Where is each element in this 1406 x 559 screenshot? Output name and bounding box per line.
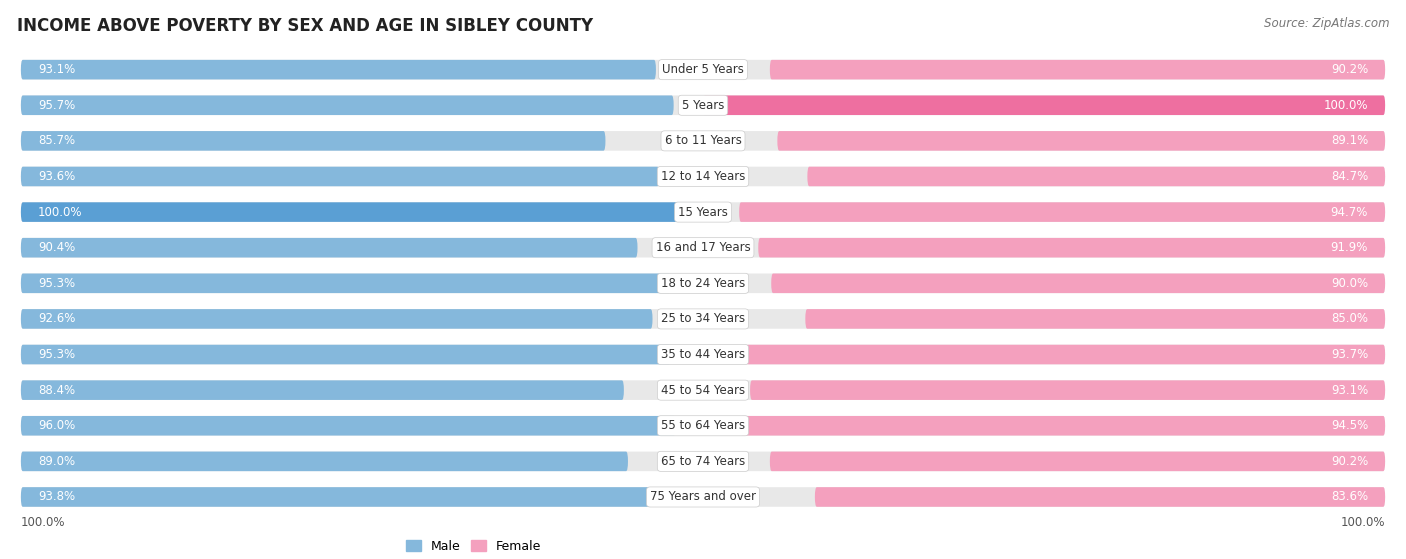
FancyBboxPatch shape — [806, 309, 1385, 329]
Text: 90.2%: 90.2% — [1331, 455, 1368, 468]
FancyBboxPatch shape — [21, 202, 703, 222]
Text: 35 to 44 Years: 35 to 44 Years — [661, 348, 745, 361]
FancyBboxPatch shape — [21, 309, 652, 329]
FancyBboxPatch shape — [21, 96, 673, 115]
Text: 95.3%: 95.3% — [38, 277, 75, 290]
FancyBboxPatch shape — [21, 167, 1385, 186]
Text: 88.4%: 88.4% — [38, 383, 75, 397]
Text: 89.1%: 89.1% — [1331, 134, 1368, 148]
FancyBboxPatch shape — [21, 202, 1385, 222]
FancyBboxPatch shape — [740, 202, 1385, 222]
FancyBboxPatch shape — [21, 131, 606, 151]
Text: 90.4%: 90.4% — [38, 241, 75, 254]
Text: Source: ZipAtlas.com: Source: ZipAtlas.com — [1264, 17, 1389, 30]
Text: 85.0%: 85.0% — [1331, 312, 1368, 325]
FancyBboxPatch shape — [21, 452, 1385, 471]
FancyBboxPatch shape — [772, 273, 1385, 293]
Text: 92.6%: 92.6% — [38, 312, 76, 325]
Text: 95.3%: 95.3% — [38, 348, 75, 361]
Text: 16 and 17 Years: 16 and 17 Years — [655, 241, 751, 254]
FancyBboxPatch shape — [807, 167, 1385, 186]
Text: 75 Years and over: 75 Years and over — [650, 490, 756, 504]
Text: INCOME ABOVE POVERTY BY SEX AND AGE IN SIBLEY COUNTY: INCOME ABOVE POVERTY BY SEX AND AGE IN S… — [17, 17, 593, 35]
FancyBboxPatch shape — [741, 416, 1385, 435]
FancyBboxPatch shape — [21, 380, 1385, 400]
Text: 90.0%: 90.0% — [1331, 277, 1368, 290]
FancyBboxPatch shape — [21, 273, 1385, 293]
FancyBboxPatch shape — [778, 131, 1385, 151]
Text: 100.0%: 100.0% — [1323, 99, 1368, 112]
Text: 93.1%: 93.1% — [38, 63, 75, 76]
Text: 89.0%: 89.0% — [38, 455, 75, 468]
FancyBboxPatch shape — [703, 96, 1385, 115]
FancyBboxPatch shape — [21, 60, 1385, 79]
Text: 18 to 24 Years: 18 to 24 Years — [661, 277, 745, 290]
FancyBboxPatch shape — [21, 96, 1385, 115]
Text: 93.1%: 93.1% — [1331, 383, 1368, 397]
FancyBboxPatch shape — [770, 60, 1385, 79]
Text: 93.7%: 93.7% — [1331, 348, 1368, 361]
FancyBboxPatch shape — [21, 309, 1385, 329]
FancyBboxPatch shape — [21, 416, 676, 435]
FancyBboxPatch shape — [21, 345, 671, 364]
FancyBboxPatch shape — [815, 487, 1385, 507]
Text: 93.8%: 93.8% — [38, 490, 75, 504]
Text: 100.0%: 100.0% — [38, 206, 83, 219]
Text: 100.0%: 100.0% — [1340, 516, 1385, 529]
Text: 85.7%: 85.7% — [38, 134, 75, 148]
Text: Under 5 Years: Under 5 Years — [662, 63, 744, 76]
FancyBboxPatch shape — [21, 238, 637, 258]
FancyBboxPatch shape — [21, 345, 1385, 364]
FancyBboxPatch shape — [21, 273, 671, 293]
FancyBboxPatch shape — [21, 238, 1385, 258]
Text: 83.6%: 83.6% — [1331, 490, 1368, 504]
FancyBboxPatch shape — [758, 238, 1385, 258]
Text: 25 to 34 Years: 25 to 34 Years — [661, 312, 745, 325]
Text: 96.0%: 96.0% — [38, 419, 75, 432]
Text: 55 to 64 Years: 55 to 64 Years — [661, 419, 745, 432]
Text: 45 to 54 Years: 45 to 54 Years — [661, 383, 745, 397]
FancyBboxPatch shape — [770, 452, 1385, 471]
Text: 15 Years: 15 Years — [678, 206, 728, 219]
Legend: Male, Female: Male, Female — [406, 540, 541, 553]
Text: 6 to 11 Years: 6 to 11 Years — [665, 134, 741, 148]
FancyBboxPatch shape — [21, 487, 1385, 507]
Text: 91.9%: 91.9% — [1330, 241, 1368, 254]
FancyBboxPatch shape — [21, 380, 624, 400]
FancyBboxPatch shape — [21, 452, 628, 471]
FancyBboxPatch shape — [21, 487, 661, 507]
Text: 95.7%: 95.7% — [38, 99, 75, 112]
Text: 94.5%: 94.5% — [1331, 419, 1368, 432]
Text: 12 to 14 Years: 12 to 14 Years — [661, 170, 745, 183]
FancyBboxPatch shape — [21, 167, 659, 186]
Text: 93.6%: 93.6% — [38, 170, 75, 183]
Text: 5 Years: 5 Years — [682, 99, 724, 112]
FancyBboxPatch shape — [21, 60, 657, 79]
Text: 65 to 74 Years: 65 to 74 Years — [661, 455, 745, 468]
Text: 100.0%: 100.0% — [21, 516, 66, 529]
FancyBboxPatch shape — [747, 345, 1385, 364]
FancyBboxPatch shape — [21, 131, 1385, 151]
FancyBboxPatch shape — [21, 416, 1385, 435]
Text: 84.7%: 84.7% — [1331, 170, 1368, 183]
Text: 90.2%: 90.2% — [1331, 63, 1368, 76]
FancyBboxPatch shape — [749, 380, 1385, 400]
Text: 94.7%: 94.7% — [1330, 206, 1368, 219]
